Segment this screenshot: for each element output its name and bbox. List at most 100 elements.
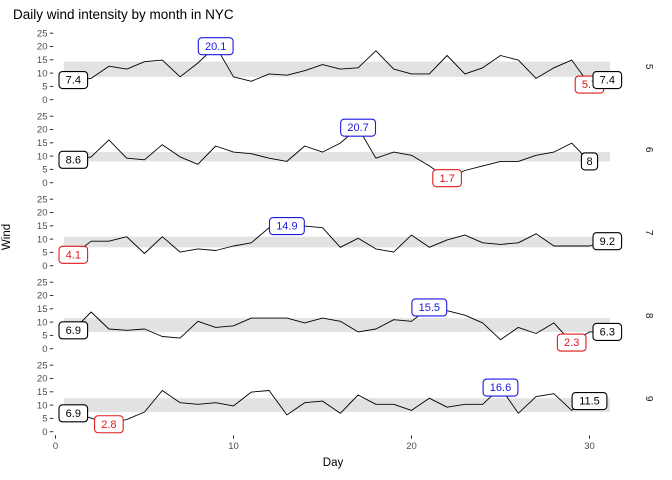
last-label-box bbox=[592, 232, 623, 251]
iqr-band bbox=[64, 318, 610, 332]
wind-line-month-6 bbox=[73, 127, 590, 179]
y-tick-label: 15 bbox=[37, 387, 48, 398]
max-label-text: 16.6 bbox=[490, 382, 511, 394]
wind-line-month-7 bbox=[73, 225, 608, 256]
facet-strip-label: 6 bbox=[643, 147, 654, 153]
min-label-text: 4.1 bbox=[66, 249, 81, 261]
label-last-month-8: 6.3 bbox=[592, 322, 623, 341]
max-label-box bbox=[340, 118, 377, 137]
x-tick-label: 30 bbox=[584, 441, 595, 452]
y-tick-label: 0 bbox=[42, 344, 47, 355]
y-tick-label: 10 bbox=[37, 234, 48, 245]
y-tick-label: 10 bbox=[37, 68, 48, 79]
min-label-box bbox=[556, 333, 587, 352]
last-label-box bbox=[592, 70, 623, 90]
first-label-text: 7.4 bbox=[66, 75, 81, 87]
y-tick-label: 20 bbox=[37, 374, 48, 385]
label-max-month-7: 14.9 bbox=[268, 217, 305, 236]
x-tick-label: 10 bbox=[228, 441, 239, 452]
y-tick-label: 5 bbox=[42, 82, 47, 93]
last-label-box bbox=[592, 322, 623, 341]
iqr-band bbox=[64, 152, 610, 162]
last-label-text: 7.4 bbox=[600, 75, 615, 87]
facet-strip-label: 8 bbox=[643, 313, 654, 319]
label-min-month-8: 2.3 bbox=[556, 333, 587, 352]
max-label-text: 15.5 bbox=[419, 302, 440, 314]
first-label-box bbox=[58, 70, 89, 90]
label-first-month-8: 6.9 bbox=[58, 321, 89, 340]
y-tick-label: 0 bbox=[42, 95, 47, 106]
label-last-month-9: 11.5 bbox=[571, 392, 608, 411]
last-label-text: 8 bbox=[586, 156, 592, 168]
iqr-band bbox=[64, 236, 610, 248]
last-label-box bbox=[571, 392, 608, 411]
facet-month-7: 25 20 15 10 5 0 4.1 14.9 9.2 7 bbox=[37, 194, 654, 272]
iqr-band bbox=[64, 61, 610, 77]
x-axis-title: Day bbox=[323, 457, 344, 469]
label-first-month-5: 7.4 bbox=[58, 70, 89, 90]
min-label-text: 2.3 bbox=[564, 337, 579, 349]
y-tick-label: 20 bbox=[37, 208, 48, 219]
first-label-box bbox=[58, 321, 89, 340]
y-tick-label: 0 bbox=[42, 261, 47, 272]
facet-strip-label: 5 bbox=[643, 64, 654, 70]
y-tick-label: 15 bbox=[37, 221, 48, 232]
first-label-text: 6.9 bbox=[66, 408, 81, 420]
facet-month-6: 25 20 15 10 5 0 8.6 20.7 1.7 8 6 bbox=[37, 111, 654, 188]
label-max-month-6: 20.7 bbox=[340, 118, 377, 137]
y-tick-label: 15 bbox=[37, 304, 48, 315]
label-max-month-8: 15.5 bbox=[411, 298, 448, 317]
max-label-text: 20.1 bbox=[205, 41, 226, 53]
y-tick-label: 5 bbox=[42, 248, 47, 259]
label-last-month-5: 7.4 bbox=[592, 70, 623, 90]
wind-line-month-5 bbox=[73, 45, 608, 85]
y-tick-label: 10 bbox=[37, 400, 48, 411]
last-label-text: 6.3 bbox=[600, 327, 615, 339]
last-label-text: 9.2 bbox=[600, 236, 615, 248]
label-last-month-6: 8 bbox=[580, 152, 599, 171]
y-tick-label: 10 bbox=[37, 317, 48, 328]
x-axis: 0 10 20 30 bbox=[53, 435, 595, 452]
y-tick-label: 0 bbox=[42, 178, 47, 189]
first-label-text: 6.9 bbox=[66, 325, 81, 337]
facet-month-8: 25 20 15 10 5 0 6.9 15.5 2.3 6.3 8 bbox=[37, 277, 654, 355]
facet-strip-label: 7 bbox=[643, 230, 654, 236]
max-label-box bbox=[411, 298, 448, 317]
y-tick-label: 5 bbox=[42, 331, 47, 342]
label-last-month-7: 9.2 bbox=[592, 232, 623, 251]
iqr-band bbox=[64, 398, 610, 413]
max-label-box bbox=[268, 217, 305, 236]
label-min-month-9: 2.8 bbox=[94, 415, 124, 434]
y-tick-label: 0 bbox=[42, 427, 47, 438]
y-tick-label: 25 bbox=[37, 360, 48, 371]
chart-title: Daily wind intensity by month in NYC bbox=[13, 7, 234, 22]
y-tick-label: 5 bbox=[42, 165, 47, 176]
last-label-box bbox=[580, 152, 599, 171]
max-label-box bbox=[197, 37, 234, 56]
first-label-box bbox=[58, 150, 89, 169]
y-axis-title: Wind bbox=[1, 224, 13, 250]
max-label-text: 14.9 bbox=[276, 221, 297, 233]
label-first-month-9: 6.9 bbox=[58, 404, 89, 423]
x-tick-label: 20 bbox=[406, 441, 417, 452]
y-tick-label: 20 bbox=[37, 291, 48, 302]
y-tick-label: 15 bbox=[37, 138, 48, 149]
label-first-month-6: 8.6 bbox=[58, 150, 89, 169]
y-tick-label: 20 bbox=[37, 125, 48, 136]
label-max-month-5: 20.1 bbox=[197, 37, 234, 56]
min-label-box bbox=[58, 245, 89, 264]
max-label-box bbox=[482, 378, 519, 397]
y-tick-label: 5 bbox=[42, 414, 47, 425]
y-tick-label: 20 bbox=[37, 42, 48, 53]
label-min-month-6: 1.7 bbox=[432, 169, 462, 188]
min-label-box bbox=[432, 169, 462, 188]
label-min-month-7: 4.1 bbox=[58, 245, 89, 264]
y-tick-label: 10 bbox=[37, 151, 48, 162]
min-label-box bbox=[94, 415, 124, 434]
max-label-text: 20.7 bbox=[347, 122, 368, 134]
y-tick-label: 25 bbox=[37, 28, 48, 39]
